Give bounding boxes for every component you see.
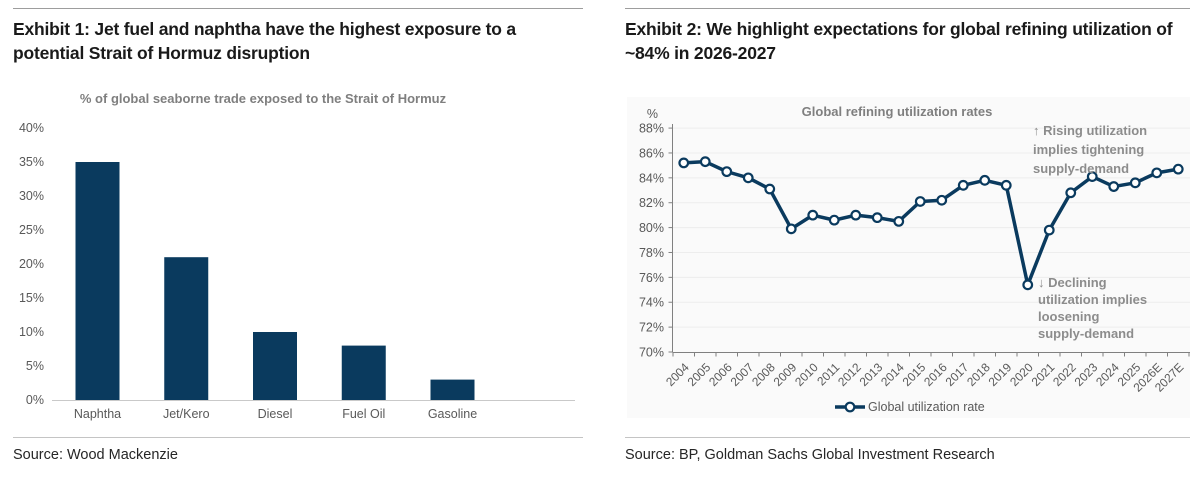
y-tick-label: 78% xyxy=(639,246,664,260)
y-tick-label: 80% xyxy=(639,221,664,235)
y-tick-label: 76% xyxy=(639,271,664,285)
bar-x-category-label: Naphtha xyxy=(74,407,121,421)
y-axis-unit-label: % xyxy=(647,107,658,121)
exhibit1-source: Source: Wood Mackenzie xyxy=(13,447,178,463)
bar-y-tick-label: 25% xyxy=(19,223,44,237)
exhibit2-top-rule xyxy=(625,8,1190,9)
bar-fuel-oil xyxy=(341,345,386,400)
data-point-marker-2026E xyxy=(1151,167,1163,179)
bar-y-tick-label: 5% xyxy=(26,359,44,373)
data-point-marker-2010 xyxy=(807,209,819,221)
data-point-marker-2011 xyxy=(828,214,840,226)
bar-x-category-label: Gasoline xyxy=(428,407,477,421)
data-point-marker-2005 xyxy=(699,156,711,168)
bar-y-tick-label: 15% xyxy=(19,291,44,305)
line-chart-title: Global refining utilization rates xyxy=(802,104,993,119)
data-point-marker-2017 xyxy=(957,179,969,191)
bar-y-tick-label: 20% xyxy=(19,257,44,271)
y-tick-label: 88% xyxy=(639,122,664,136)
exhibit1-top-rule xyxy=(13,8,583,9)
y-tick-label: 74% xyxy=(639,296,664,310)
exhibit1-chart-area: % of global seaborne trade exposed to th… xyxy=(13,88,583,443)
data-point-marker-2009 xyxy=(785,223,797,235)
bar-chart-svg: % of global seaborne trade exposed to th… xyxy=(19,91,575,421)
bar-chart-title: % of global seaborne trade exposed to th… xyxy=(80,91,447,106)
data-point-marker-2019 xyxy=(1000,179,1012,191)
data-point-marker-2012 xyxy=(850,209,862,221)
data-point-marker-2018 xyxy=(979,174,991,186)
exhibit2-chart-area: Global refining utilization rates% 70% 72%… xyxy=(625,88,1192,443)
bar-diesel xyxy=(253,332,297,400)
legend-label: Global utilization rate xyxy=(868,400,985,414)
data-point-marker-2004 xyxy=(678,157,690,169)
bar-x-category-label: Jet/Kero xyxy=(163,407,210,421)
rising-utilization-annotation: ↑ Rising utilization implies tightening su… xyxy=(1033,123,1147,176)
bar-y-tick-label: 35% xyxy=(19,155,44,169)
exhibit1-panel: Exhibit 1: Jet fuel and naphtha have the… xyxy=(13,0,583,480)
y-tick-label: 70% xyxy=(639,346,664,360)
legend-marker-glyph xyxy=(844,401,856,413)
bar-y-tick-label: 0% xyxy=(26,393,44,407)
bar-naphtha xyxy=(75,162,120,400)
y-tick-label: 82% xyxy=(639,196,664,210)
y-tick-label: 84% xyxy=(639,171,664,185)
data-point-marker-2008 xyxy=(764,183,776,195)
data-point-marker-2027E xyxy=(1172,163,1184,175)
exhibit2-title: Exhibit 2: We highlight expectations for… xyxy=(625,19,1173,63)
data-point-marker-2006 xyxy=(721,166,733,178)
exhibit2-bottom-rule xyxy=(625,437,1190,438)
data-point-marker-2024 xyxy=(1108,181,1120,192)
data-point-marker-2014 xyxy=(893,215,905,227)
bar-y-tick-label: 40% xyxy=(19,121,44,135)
bar-y-tick-label: 10% xyxy=(19,325,44,339)
bar-x-category-label: Diesel xyxy=(258,407,293,421)
data-point-marker-2025 xyxy=(1129,177,1141,189)
exhibit1-bottom-rule xyxy=(13,437,583,438)
line-chart-svg: Global refining utilization rates% 70% 72%… xyxy=(627,97,1192,418)
y-tick-label: 72% xyxy=(639,321,664,335)
declining-utilization-annotation: ↓ Declining utilization implies loosening s… xyxy=(1038,275,1147,341)
data-point-marker-2015 xyxy=(914,196,926,207)
bar-gasoline xyxy=(430,379,475,400)
data-point-marker-2020 xyxy=(1022,279,1034,291)
bar-y-tick-label: 30% xyxy=(19,189,44,203)
data-point-marker-2007 xyxy=(742,172,754,184)
exhibit2-source: Source: BP, Goldman Sachs Global Investm… xyxy=(625,447,995,463)
bar-jet-kero xyxy=(164,257,209,400)
data-point-marker-2013 xyxy=(871,212,883,224)
exhibit2-panel: Exhibit 2: We highlight expectations for… xyxy=(625,0,1192,480)
data-point-marker-2016 xyxy=(936,194,948,206)
data-point-marker-2021 xyxy=(1043,224,1055,236)
data-point-marker-2023 xyxy=(1086,171,1098,182)
data-point-marker-2022 xyxy=(1065,187,1077,199)
y-tick-label: 86% xyxy=(639,146,664,160)
exhibit1-title: Exhibit 1: Jet fuel and naphtha have the… xyxy=(13,19,516,63)
line-chart-plot-background xyxy=(627,97,1190,418)
bar-x-category-label: Fuel Oil xyxy=(342,407,385,421)
